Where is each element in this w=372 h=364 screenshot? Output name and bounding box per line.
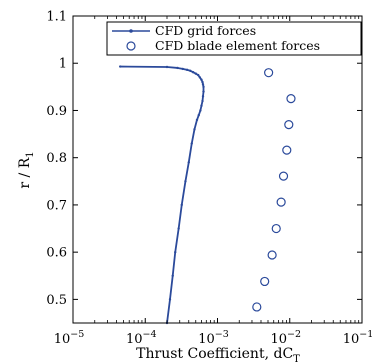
grid-forces-point: [202, 90, 205, 93]
blade-element-point: [278, 171, 289, 181]
y-tick-label: 0.7: [46, 198, 67, 213]
y-tick-label: 1: [59, 57, 67, 72]
grid-forces-point: [171, 274, 174, 277]
y-tick-label: 0.5: [46, 293, 67, 308]
grid-forces-point: [200, 104, 203, 107]
x-tick-label-exponent: −2: [287, 329, 301, 340]
x-tick-label-base: 10: [270, 332, 287, 347]
grid-forces-point: [189, 69, 192, 72]
x-tick-label: 10−3: [198, 329, 229, 347]
grid-forces-point: [196, 73, 200, 77]
x-tick-label: 10−2: [270, 329, 301, 347]
grid-forces-point: [200, 78, 203, 81]
grid-forces-point: [181, 67, 184, 71]
y-tick-label: 0.6: [46, 246, 67, 261]
legend-circle-swatch: [126, 41, 136, 51]
legend-label-blade-element-forces: CFD blade element forces: [155, 38, 320, 53]
x-tick-label-base: 10: [198, 332, 215, 347]
legend-box: [106, 21, 362, 56]
grid-forces-point: [184, 180, 187, 183]
blade-element-point: [284, 120, 294, 130]
grid-forces-point: [199, 109, 202, 112]
blade-element-point: [264, 68, 274, 78]
y-axis-label: r / R1: [17, 151, 36, 188]
grid-forces-point: [201, 99, 204, 103]
x-axis-label: Thrust Coefficient, dCT: [136, 346, 300, 364]
blade-element-point: [267, 250, 277, 260]
grid-forces-point: [180, 203, 183, 207]
y-tick-label: 1.1: [46, 10, 67, 25]
grid-forces-point: [165, 65, 169, 69]
x-tick-label: 10−5: [54, 329, 85, 347]
grid-forces-point: [201, 95, 205, 98]
x-tick-label-exponent: −5: [70, 329, 84, 340]
grid-forces-point: [195, 118, 199, 122]
blade-element-point: [271, 223, 281, 234]
x-tick-label-exponent: −4: [143, 329, 157, 340]
blade-element-point: [260, 276, 270, 287]
grid-forces-point: [174, 250, 177, 254]
grid-forces-point: [194, 72, 197, 75]
blade-element-point: [282, 145, 292, 155]
grid-forces-point: [197, 113, 200, 117]
x-tick-label-base: 10: [343, 332, 360, 347]
blade-element-point: [252, 302, 262, 312]
grid-forces-point: [118, 65, 122, 68]
grid-forces-point: [190, 142, 193, 145]
legend-label-grid-forces: CFD grid forces: [155, 23, 256, 38]
grid-forces-point: [185, 68, 189, 72]
y-tick-label: 0.8: [46, 151, 67, 166]
x-tick-label-exponent: −3: [215, 329, 229, 340]
x-tick-label: 10−1: [343, 329, 372, 347]
x-tick-label-exponent: −1: [359, 329, 372, 340]
grid-forces-point: [191, 71, 195, 74]
blade-element-point: [286, 94, 296, 104]
axis-ticks: 10−5 10−4 10−3 10−2 10−10.50.60.70.80.911.1: [46, 10, 372, 348]
grid-forces-point: [201, 83, 205, 86]
grid-forces-point: [202, 85, 205, 89]
grid-forces-point: [168, 298, 172, 301]
x-tick-label: 10−4: [126, 329, 157, 347]
x-tick-label-base: 10: [126, 332, 143, 347]
grid-forces-point: [177, 227, 180, 230]
grid-forces-point: [176, 66, 179, 70]
x-tick-label-base: 10: [54, 332, 71, 347]
grid-forces-point: [201, 80, 204, 84]
data-layer: [118, 65, 296, 325]
grid-forces-point: [187, 161, 190, 164]
grid-forces-point: [198, 76, 202, 79]
legend-dot-swatch: [129, 29, 133, 33]
blade-element-point: [276, 197, 286, 207]
grid-forces-point: [193, 128, 196, 131]
y-tick-label: 0.9: [46, 104, 67, 119]
legend: CFD grid forces CFD blade element forces: [106, 21, 362, 56]
